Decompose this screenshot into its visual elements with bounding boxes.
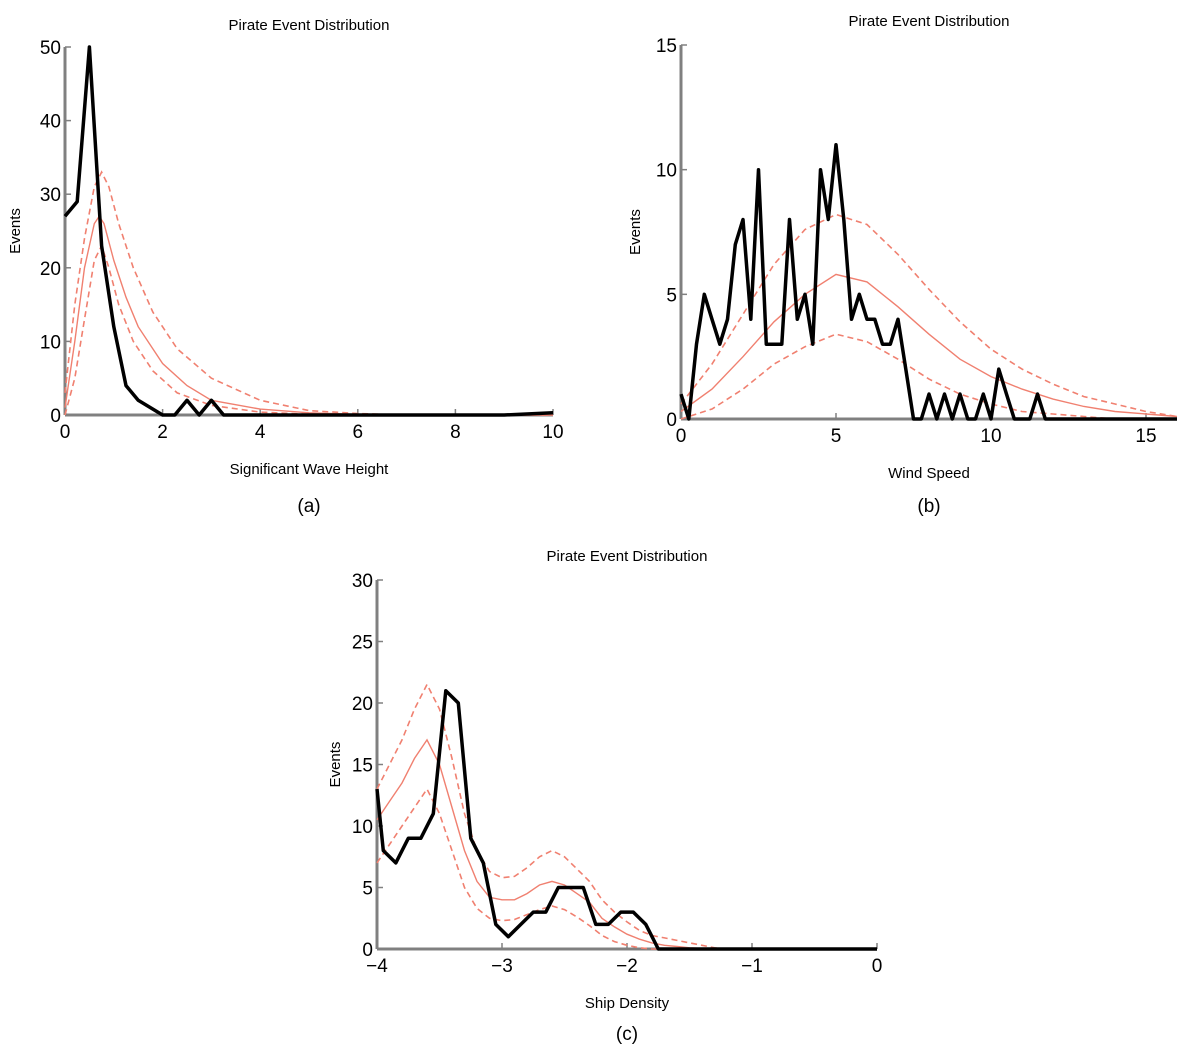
x-tick-label: 0 (60, 422, 71, 443)
x-tick-label: −2 (616, 956, 638, 977)
y-tick-label: 20 (352, 694, 373, 715)
y-tick-label: 0 (362, 940, 373, 961)
y-tick-label: 50 (40, 38, 61, 59)
y-tick-label: 30 (40, 185, 61, 206)
y-tick-label: 5 (666, 285, 677, 306)
y-tick-label: 5 (362, 879, 373, 900)
panel-caption: (c) (616, 1024, 638, 1045)
x-tick-label: 0 (872, 956, 883, 977)
x-tick-label: 10 (542, 422, 563, 443)
chart-title: Pirate Event Distribution (547, 548, 708, 565)
x-tick-label: −3 (491, 956, 513, 977)
y-tick-label: 40 (40, 112, 61, 133)
series-line-observed (375, 688, 877, 951)
x-tick-label: −1 (741, 956, 763, 977)
y-axis-label: Events (7, 208, 24, 254)
y-tick-label: 25 (352, 633, 373, 654)
x-tick-label: 5 (831, 426, 842, 447)
x-tick-label: −4 (366, 956, 388, 977)
series-line-observed (679, 142, 1177, 421)
y-tick-label: 30 (352, 571, 373, 592)
panel-caption: (b) (917, 496, 940, 517)
chart-panel-2: Pirate Event Distribution −4 −3 −2 −1 0 0 5 10 15… (327, 548, 882, 1045)
chart-title: Pirate Event Distribution (849, 13, 1010, 30)
series-line-band (376, 682, 877, 950)
y-axis-label: Events (627, 209, 644, 255)
y-tick-label: 10 (656, 161, 677, 182)
series-line-band (64, 170, 553, 416)
y-tick-label: 15 (656, 36, 677, 57)
series-line-observed (63, 45, 554, 417)
y-tick-label: 10 (40, 332, 61, 353)
series-line-mean (680, 273, 1177, 418)
chart-panel-1: Pirate Event Distribution 0 5 10 15 0 5 10 15 Win… (627, 13, 1177, 517)
series-line-band (680, 333, 1177, 420)
y-tick-label: 10 (352, 817, 373, 838)
x-tick-label: 4 (255, 422, 266, 443)
series-line-band (64, 243, 553, 416)
y-tick-label: 0 (666, 410, 677, 431)
x-axis-label: Ship Density (585, 995, 670, 1012)
x-axis-label: Wind Speed (888, 465, 970, 482)
x-tick-label: 0 (676, 426, 687, 447)
y-tick-label: 15 (352, 756, 373, 777)
series-line-band (376, 787, 877, 950)
panel-caption: (a) (297, 496, 320, 517)
x-tick-label: 2 (157, 422, 168, 443)
x-tick-label: 6 (353, 422, 364, 443)
x-axis-label: Significant Wave Height (230, 461, 390, 478)
series-line-mean (376, 738, 877, 950)
x-tick-label: 15 (1135, 426, 1156, 447)
y-tick-label: 20 (40, 259, 61, 280)
chart-title: Pirate Event Distribution (229, 17, 390, 34)
x-tick-label: 10 (980, 426, 1001, 447)
y-axis-label: Events (327, 742, 344, 788)
series-line-mean (64, 215, 553, 416)
x-tick-label: 8 (450, 422, 461, 443)
series-line-band (680, 213, 1177, 418)
chart-panel-0: Pirate Event Distribution 0 2 4 6 8 10 0 10 20 30 4… (7, 17, 564, 517)
y-tick-label: 0 (50, 406, 61, 427)
